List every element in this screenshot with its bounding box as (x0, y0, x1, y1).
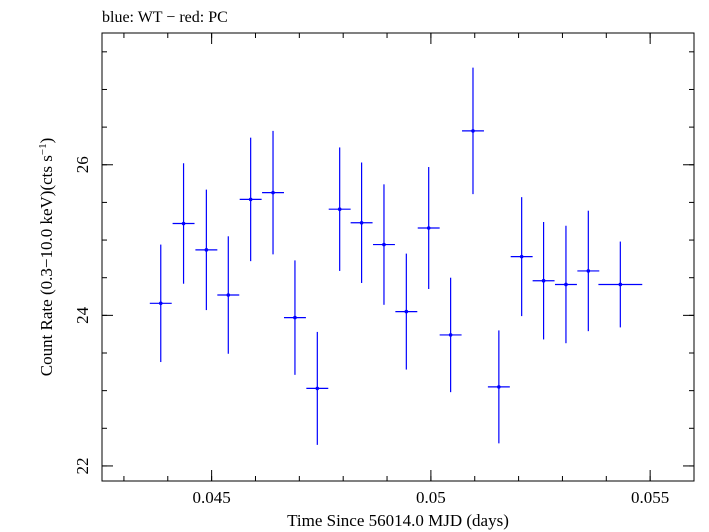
data-point (217, 236, 240, 354)
data-point (172, 163, 195, 284)
data-marker (426, 226, 431, 230)
data-marker (586, 269, 591, 273)
data-point (510, 197, 533, 317)
data-marker (497, 385, 501, 389)
data-marker (404, 309, 409, 314)
data-point (373, 184, 395, 305)
data-point (395, 253, 418, 370)
data-point (462, 67, 484, 195)
data-points (149, 67, 643, 445)
plot-frame (101, 32, 695, 482)
data-marker (271, 190, 275, 195)
y-axis: 22 24 26 (73, 51, 694, 474)
data-marker (359, 220, 364, 225)
data-marker (382, 242, 386, 247)
data-marker (315, 386, 320, 391)
data-marker (519, 254, 524, 259)
data-point (532, 221, 555, 340)
y-axis-label-main: Count Rate (0.3−10.0 keV)(cts s (37, 155, 56, 376)
data-point (417, 167, 440, 289)
data-point (306, 331, 329, 445)
data-point (328, 147, 351, 271)
data-point (195, 189, 218, 311)
data-marker (226, 293, 231, 297)
data-point (283, 260, 306, 375)
y-tick-label: 26 (73, 156, 92, 173)
data-marker (564, 282, 568, 287)
data-marker (448, 333, 453, 337)
data-marker (618, 282, 623, 287)
x-tick-label: 0.05 (416, 488, 446, 507)
data-marker (471, 129, 475, 133)
y-tick-label: 22 (73, 457, 92, 474)
data-point (487, 330, 510, 444)
data-marker (158, 301, 163, 306)
data-point (239, 137, 262, 262)
x-axis-label: Time Since 56014.0 MJD (days) (287, 511, 509, 530)
y-tick-label: 24 (73, 306, 92, 324)
data-marker (337, 207, 342, 211)
data-marker (181, 221, 186, 226)
data-point (598, 241, 643, 328)
data-marker (541, 278, 546, 283)
data-marker (204, 248, 209, 252)
y-axis-label: Count Rate (0.3−10.0 keV)(cts s−1) (37, 138, 56, 377)
x-tick-label: 0.055 (631, 488, 669, 507)
chart-title: blue: WT − red: PC (102, 9, 228, 26)
data-point (350, 162, 373, 283)
data-point (577, 210, 600, 332)
y-axis-label-superscript: −1 (37, 143, 49, 155)
x-tick-label: 0.045 (193, 488, 231, 507)
data-marker (293, 315, 297, 320)
x-axis: 0.045 0.05 0.055 (123, 33, 695, 507)
y-axis-label-close: ) (37, 138, 56, 144)
data-point (262, 130, 284, 255)
data-point (554, 225, 577, 344)
data-point (439, 277, 462, 393)
data-marker (248, 197, 253, 202)
data-point (149, 244, 172, 363)
